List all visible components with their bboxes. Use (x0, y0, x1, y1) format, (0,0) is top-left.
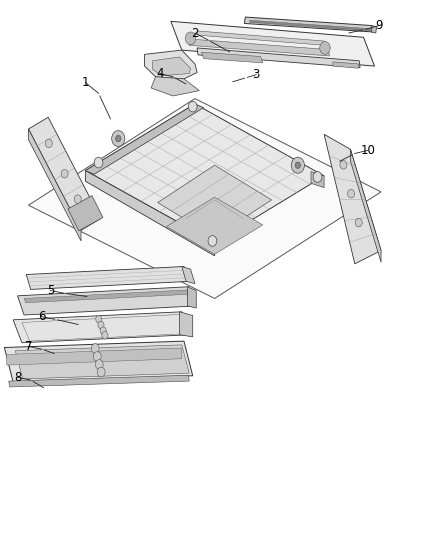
Text: 8: 8 (14, 371, 21, 384)
Circle shape (94, 157, 103, 168)
Circle shape (116, 135, 121, 142)
Text: 1: 1 (81, 76, 89, 89)
Polygon shape (145, 50, 197, 79)
Polygon shape (333, 62, 358, 68)
Polygon shape (4, 341, 193, 382)
Polygon shape (187, 287, 196, 308)
Text: 2: 2 (191, 27, 199, 39)
Text: 4: 4 (156, 67, 164, 80)
Polygon shape (9, 375, 189, 387)
Polygon shape (24, 290, 189, 303)
Polygon shape (201, 52, 263, 63)
Polygon shape (158, 165, 272, 237)
Polygon shape (28, 129, 81, 241)
Circle shape (97, 367, 105, 377)
Circle shape (340, 160, 347, 169)
Text: 6: 6 (38, 310, 46, 323)
Polygon shape (85, 104, 204, 174)
Circle shape (95, 316, 102, 323)
Polygon shape (197, 48, 360, 68)
Polygon shape (250, 20, 371, 31)
Circle shape (91, 344, 99, 353)
Text: 5: 5 (47, 284, 54, 297)
Polygon shape (28, 117, 101, 230)
Polygon shape (311, 172, 324, 188)
Text: 7: 7 (25, 340, 32, 353)
Circle shape (320, 42, 330, 54)
Polygon shape (171, 21, 374, 66)
Polygon shape (13, 312, 191, 343)
Circle shape (208, 236, 217, 246)
Text: 10: 10 (360, 144, 375, 157)
Polygon shape (371, 26, 377, 33)
Circle shape (112, 131, 125, 147)
Polygon shape (197, 31, 325, 45)
Circle shape (355, 219, 362, 227)
Circle shape (61, 169, 68, 178)
Polygon shape (182, 266, 195, 284)
Polygon shape (7, 348, 182, 365)
Polygon shape (18, 287, 195, 315)
Polygon shape (188, 39, 329, 56)
Polygon shape (26, 266, 188, 289)
Polygon shape (350, 149, 381, 262)
Polygon shape (15, 345, 189, 379)
Circle shape (93, 352, 101, 361)
Polygon shape (152, 57, 191, 76)
Circle shape (188, 101, 197, 112)
Text: 9: 9 (375, 19, 383, 32)
Text: 3: 3 (253, 68, 260, 81)
Circle shape (185, 32, 196, 45)
Circle shape (291, 157, 304, 173)
Polygon shape (151, 77, 199, 96)
Polygon shape (85, 104, 324, 243)
Polygon shape (324, 134, 381, 264)
Circle shape (98, 321, 104, 329)
Circle shape (102, 332, 108, 339)
Polygon shape (68, 196, 103, 231)
Circle shape (95, 360, 103, 369)
Polygon shape (166, 197, 263, 254)
Circle shape (295, 162, 300, 168)
Circle shape (313, 172, 322, 182)
Polygon shape (180, 312, 193, 337)
Polygon shape (28, 99, 381, 298)
Circle shape (46, 139, 53, 148)
Circle shape (348, 189, 355, 198)
Polygon shape (244, 17, 373, 32)
Polygon shape (85, 171, 215, 256)
Circle shape (74, 195, 81, 204)
Circle shape (100, 327, 106, 334)
